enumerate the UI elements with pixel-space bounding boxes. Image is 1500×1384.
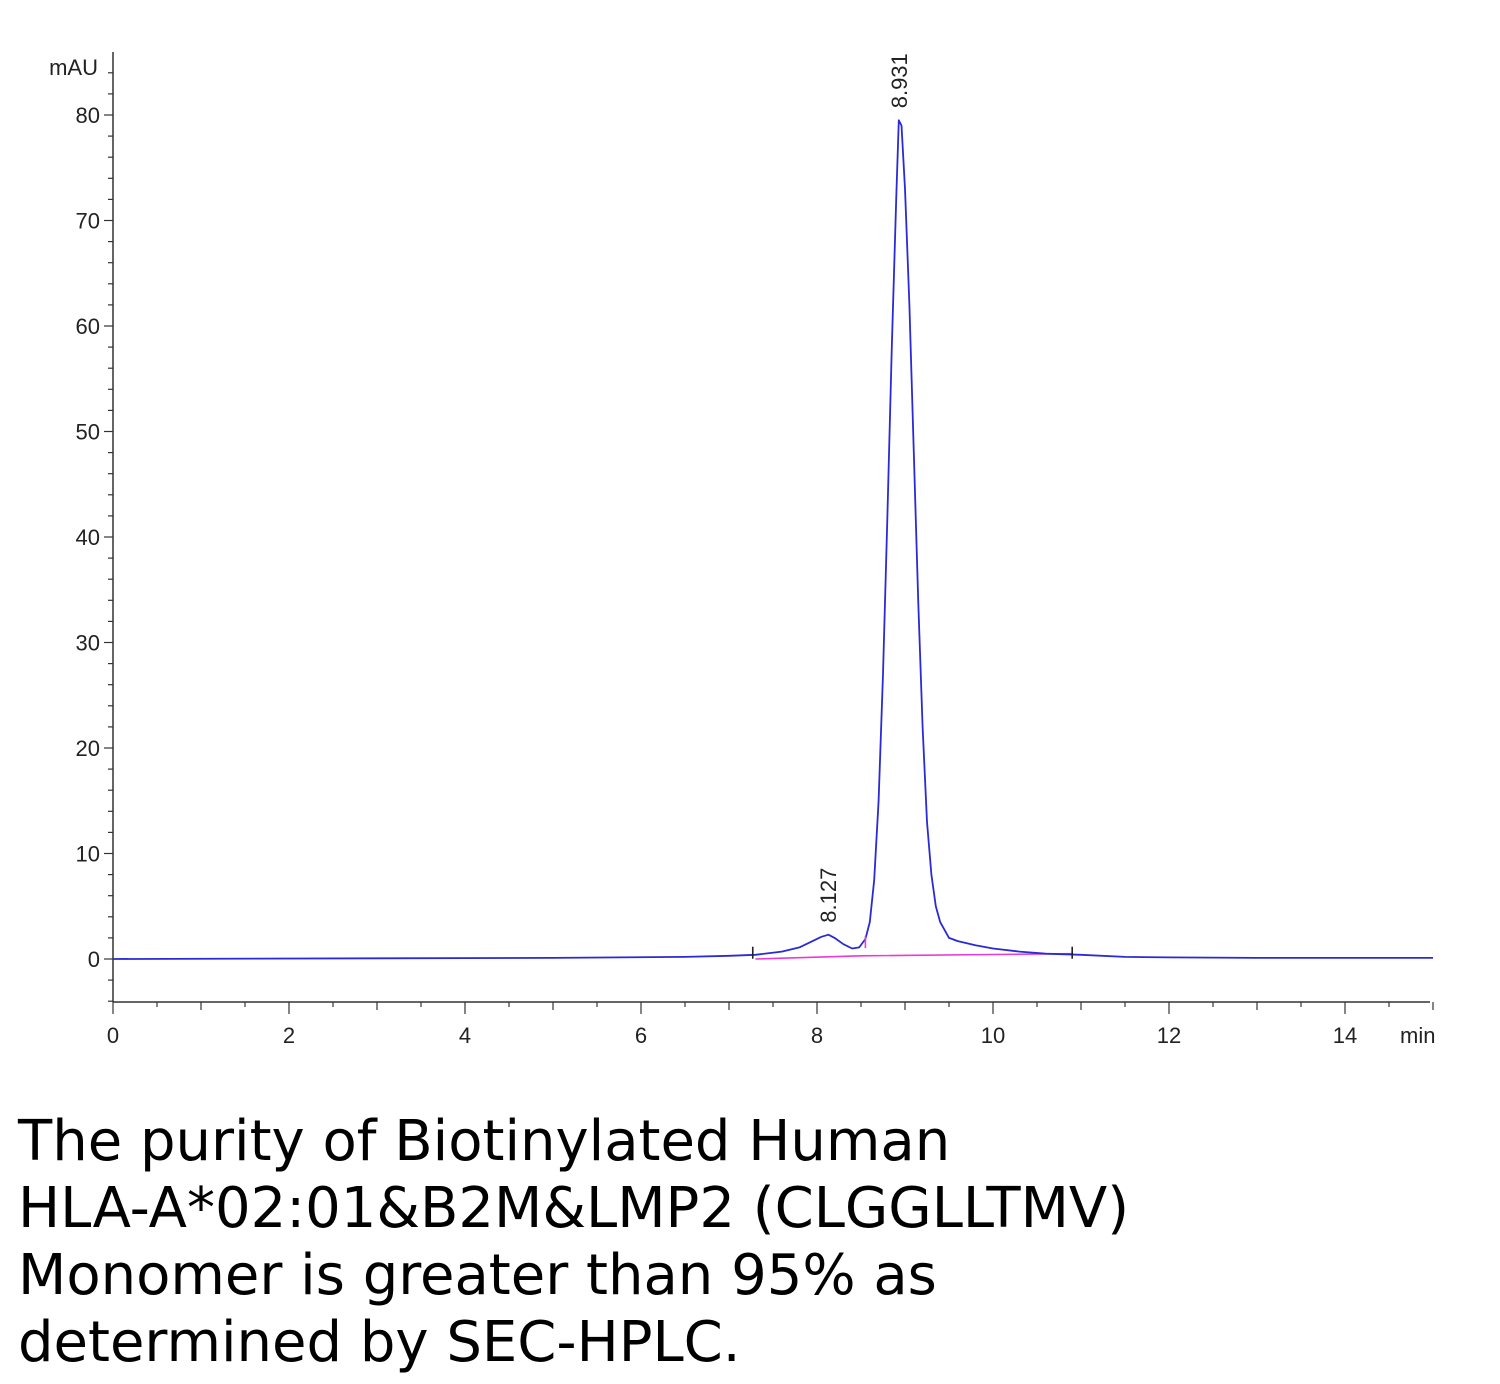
caption-line-2: HLA-A*02:01&B2M&LMP2 (CLGGLLTMV): [18, 1176, 1130, 1241]
y-unit-label: mAU: [49, 55, 98, 80]
y-axis-ticks: 0 10 20 30 40 50 60 70 80: [76, 72, 113, 1002]
x-tick-label: 14: [1333, 1023, 1357, 1048]
x-tick-label: 6: [635, 1023, 647, 1048]
peak-label-layer: 8.127 8.931: [816, 53, 912, 923]
y-tick-label: 20: [76, 736, 100, 761]
x-tick-label: 2: [283, 1023, 295, 1048]
y-tick-label: 0: [88, 947, 100, 972]
y-tick-label: 60: [76, 314, 100, 339]
y-tick-label: 10: [76, 842, 100, 867]
x-tick-label: 0: [107, 1023, 119, 1048]
y-tick-label: 40: [76, 525, 100, 550]
x-axis-ticks: 0 2 4 6 8 10 12 14: [107, 1002, 1434, 1048]
y-tick-label: 50: [76, 420, 100, 445]
integration-baseline: [755, 952, 1073, 960]
chromatogram-trace: [112, 119, 1433, 960]
caption-line-4: determined by SEC-HPLC.: [18, 1310, 741, 1375]
peak-retention-label: 8.931: [887, 53, 912, 108]
x-unit-label: min: [1400, 1023, 1435, 1048]
x-tick-label: 12: [1157, 1023, 1181, 1048]
x-tick-label: 10: [981, 1023, 1005, 1048]
figure-caption: The purity of Biotinylated Human HLA-A*0…: [18, 1108, 1478, 1376]
caption-line-1: The purity of Biotinylated Human: [18, 1109, 951, 1174]
x-tick-label: 4: [459, 1023, 471, 1048]
y-tick-label: 70: [76, 209, 100, 234]
series-layer: [112, 119, 1433, 960]
chromatogram-chart: mAU min 0 10 20 30 40 50 60 70 80 0 2 4 6 8 10 12 14 8.…: [49, 52, 1435, 1048]
x-tick-label: 8: [811, 1023, 823, 1048]
y-tick-label: 30: [76, 631, 100, 656]
y-tick-label: 80: [76, 103, 100, 128]
caption-line-3: Monomer is greater than 95% as: [18, 1243, 937, 1308]
peak-retention-label: 8.127: [816, 868, 841, 923]
event-marker-layer: [751, 936, 1073, 959]
